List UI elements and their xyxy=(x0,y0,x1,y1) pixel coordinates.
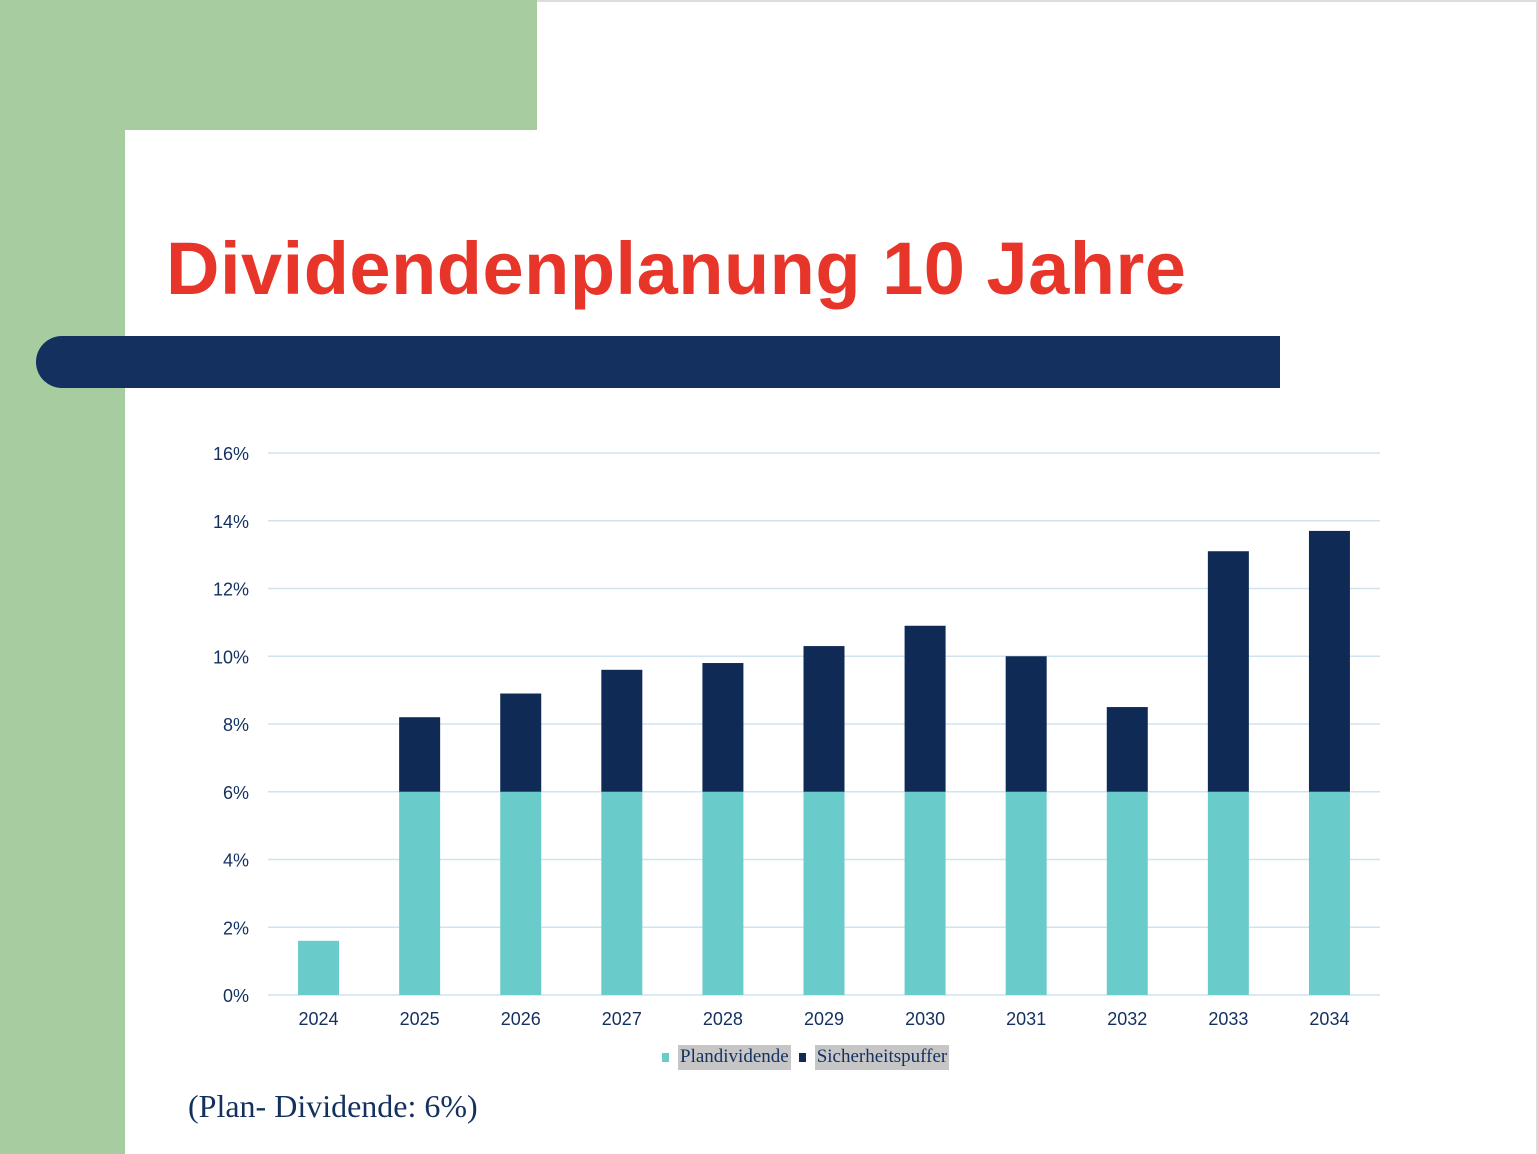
legend-label-plandividende: Plandividende xyxy=(678,1044,791,1070)
x-tick-label: 2034 xyxy=(1309,1009,1349,1029)
x-tick-label: 2031 xyxy=(1006,1009,1046,1029)
bar-plandividende xyxy=(1308,791,1350,995)
plan-dividend-note: (Plan- Dividende: 6%) xyxy=(188,1088,478,1124)
bar-plandividende xyxy=(500,791,542,995)
legend-swatch-sicherheitspuffer xyxy=(798,1052,806,1062)
x-tick-label: 2029 xyxy=(804,1009,844,1029)
bar-plandividende xyxy=(399,791,441,995)
bar-plandividende xyxy=(601,791,643,995)
y-tick-label: 8% xyxy=(223,715,249,735)
x-tick-label: 2025 xyxy=(400,1009,440,1029)
bar-sicherheitspuffer xyxy=(1308,530,1350,792)
bar-plandividende xyxy=(298,940,340,995)
y-tick-label: 4% xyxy=(223,851,249,871)
bar-sicherheitspuffer xyxy=(500,693,542,792)
title-underline-bar xyxy=(36,336,1280,388)
y-tick-label: 14% xyxy=(213,512,249,532)
accent-green-left xyxy=(0,0,125,1154)
bar-plandividende xyxy=(702,791,744,995)
x-tick-label: 2032 xyxy=(1107,1009,1147,1029)
bar-plandividende xyxy=(1005,791,1047,995)
y-tick-label: 6% xyxy=(223,783,249,803)
bar-plandividende xyxy=(803,791,845,995)
bar-plandividende xyxy=(1207,791,1249,995)
slide-title: Dividendenplanung 10 Jahre xyxy=(166,227,1187,310)
y-tick-label: 2% xyxy=(223,918,249,938)
legend-label-sicherheitspuffer: Sicherheitspuffer xyxy=(814,1044,950,1070)
bar-sicherheitspuffer xyxy=(1106,707,1148,792)
bar-sicherheitspuffer xyxy=(702,663,744,792)
legend-swatch-plandividende xyxy=(662,1052,669,1062)
chart-legend: Plandividende Sicherheitspuffer xyxy=(662,1044,957,1070)
y-tick-label: 10% xyxy=(213,647,249,667)
bar-plandividende xyxy=(1106,791,1148,995)
y-tick-label: 12% xyxy=(213,580,249,600)
bar-sicherheitspuffer xyxy=(399,717,441,792)
y-tick-label: 0% xyxy=(223,986,249,1006)
border-top xyxy=(537,0,1538,2)
x-tick-label: 2027 xyxy=(602,1009,642,1029)
bar-sicherheitspuffer xyxy=(803,646,845,792)
x-tick-label: 2028 xyxy=(703,1009,743,1029)
x-tick-label: 2026 xyxy=(501,1009,541,1029)
border-right xyxy=(1536,0,1538,1154)
y-tick-label: 16% xyxy=(213,444,249,464)
x-tick-label: 2030 xyxy=(905,1009,945,1029)
bar-plandividende xyxy=(904,791,946,995)
bar-sicherheitspuffer xyxy=(1005,656,1047,792)
bar-sicherheitspuffer xyxy=(904,625,946,792)
x-tick-label: 2024 xyxy=(299,1009,339,1029)
bar-sicherheitspuffer xyxy=(1207,551,1249,792)
legend-item-sicherheitspuffer: Sicherheitspuffer xyxy=(798,1044,950,1070)
x-tick-label: 2033 xyxy=(1208,1009,1248,1029)
bar-sicherheitspuffer xyxy=(601,669,643,792)
legend-item-plandividende: Plandividende xyxy=(662,1044,791,1070)
